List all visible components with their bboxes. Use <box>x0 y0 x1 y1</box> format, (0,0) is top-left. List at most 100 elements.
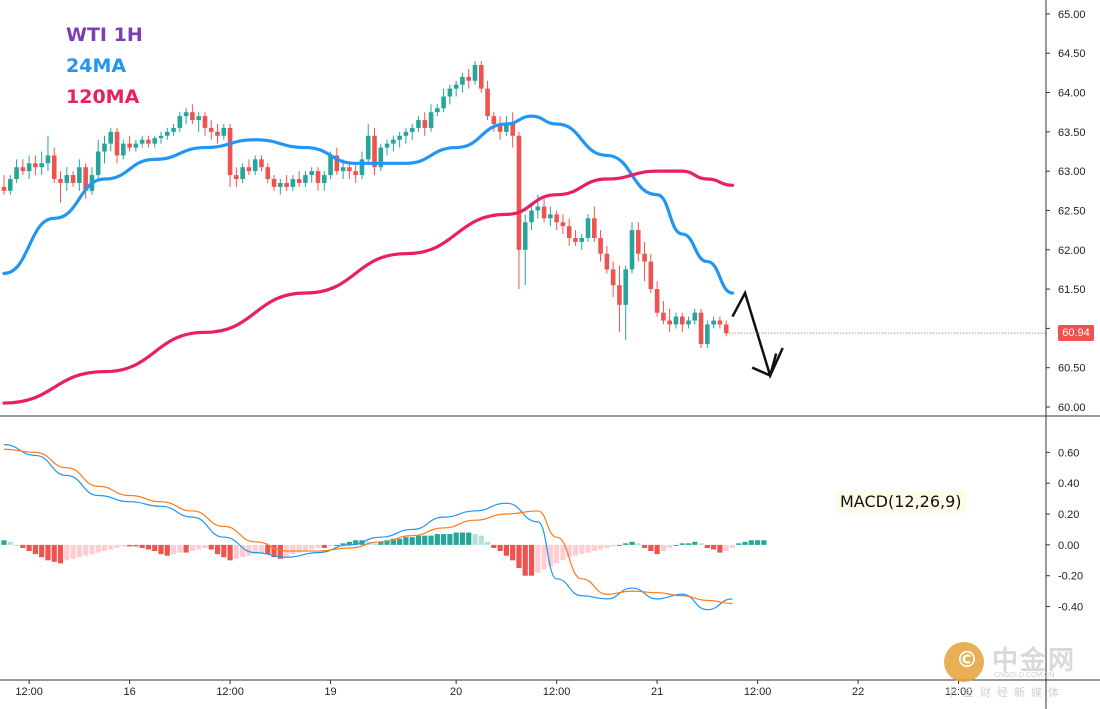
candle-body <box>303 175 308 183</box>
candle-body <box>391 139 396 144</box>
macd-histogram-bar <box>334 544 340 546</box>
macd-histogram-bar <box>7 541 13 545</box>
candle <box>711 316 716 329</box>
candle <box>51 147 57 183</box>
candle-body <box>20 167 26 172</box>
macd-histogram-bar <box>748 540 754 545</box>
macd-histogram-bar <box>240 544 246 558</box>
price-tick-label: 63.50 <box>1058 127 1086 139</box>
candle <box>353 163 358 183</box>
time-tick-label: 12:00 <box>15 686 43 698</box>
macd-histogram-bar <box>346 541 352 545</box>
candle <box>227 123 233 187</box>
candle-body <box>252 159 258 172</box>
macd-histogram-bar <box>221 544 227 558</box>
candle-body <box>397 135 402 140</box>
candle <box>447 84 453 105</box>
candle <box>585 214 591 242</box>
candle <box>139 135 145 148</box>
candle <box>384 139 390 156</box>
candle-body <box>598 237 603 254</box>
candle-body <box>548 214 553 219</box>
macd-histogram-bar <box>484 541 491 545</box>
macd-histogram-bar <box>189 544 195 552</box>
candle <box>146 135 151 148</box>
macd-histogram-bar <box>472 534 478 545</box>
candle-body <box>26 163 32 172</box>
macd-histogram-bar <box>233 544 239 559</box>
macd-histogram-bar <box>623 543 629 545</box>
candle-body <box>692 312 698 321</box>
price-tick-label: 60.00 <box>1058 402 1086 414</box>
price-pane[interactable] <box>1 61 1046 405</box>
candle-body <box>698 312 704 345</box>
candle-body <box>372 135 377 168</box>
candle-body <box>378 147 384 168</box>
candle-body <box>340 167 346 172</box>
candle-body <box>617 285 622 305</box>
time-tick-label: 12:00 <box>216 686 244 698</box>
macd-histogram-bar <box>20 544 26 548</box>
candle-body <box>679 316 685 325</box>
macd-histogram-bar <box>177 544 183 553</box>
macd-histogram-bar <box>371 543 378 545</box>
macd-histogram-bar <box>679 543 685 545</box>
candle-body <box>610 269 616 286</box>
candle-body <box>183 112 189 117</box>
macd-tick-label: 0.60 <box>1058 447 1079 459</box>
candle <box>579 234 585 250</box>
candle <box>623 265 629 341</box>
macd-histogram-bar <box>547 544 553 567</box>
macd-histogram-bar <box>610 544 616 547</box>
candle <box>7 175 13 195</box>
last-price-badge: 60.94 <box>1058 325 1094 342</box>
candle-body <box>164 131 170 136</box>
macd-histogram-bar <box>673 544 679 546</box>
macd-histogram-bar <box>579 544 585 555</box>
macd-histogram-bar <box>742 541 748 545</box>
candle-body <box>309 171 315 176</box>
macd-histogram-bar <box>114 544 120 548</box>
candle-body <box>541 206 547 219</box>
candle-body <box>234 175 239 180</box>
candle-body <box>428 112 434 128</box>
macd-histogram-bar <box>428 535 434 545</box>
candle <box>592 206 597 242</box>
candle-body <box>592 218 597 238</box>
candle <box>108 127 114 152</box>
macd-pane[interactable] <box>1 444 767 611</box>
candle <box>453 80 459 97</box>
candle <box>284 175 289 191</box>
macd-histogram-bar <box>202 544 208 548</box>
candle <box>359 151 365 180</box>
macd-histogram-bar <box>648 544 654 552</box>
candle <box>240 163 245 183</box>
macd-histogram-bar <box>409 537 415 545</box>
macd-histogram-bar <box>89 544 95 555</box>
price-tick-label: 61.50 <box>1058 284 1086 296</box>
candle <box>309 167 315 183</box>
candle <box>422 112 428 136</box>
macd-label: MACD(12,26,9) <box>836 490 966 513</box>
candle <box>121 139 126 160</box>
candle-body <box>133 143 139 148</box>
macd-histogram-bar <box>516 544 522 569</box>
candle-body <box>723 324 729 334</box>
candle-body <box>77 167 82 183</box>
candle <box>290 175 296 191</box>
candle-body <box>711 320 716 325</box>
price-tick-label: 64.00 <box>1058 88 1086 100</box>
ma24-line <box>2 114 735 295</box>
candle-body <box>102 143 107 152</box>
candle <box>554 210 559 231</box>
macd-tick-label: 0.00 <box>1058 540 1079 552</box>
candle <box>491 112 497 132</box>
candle <box>679 312 685 333</box>
candle-body <box>190 112 195 121</box>
candle-body <box>171 127 176 132</box>
forecast-arrow <box>731 289 784 380</box>
candle <box>598 230 603 262</box>
macd-histogram-bar <box>315 544 321 548</box>
watermark: © 中金网 CNGOLD.COM.CN 中金财经新媒体 <box>940 640 1090 700</box>
